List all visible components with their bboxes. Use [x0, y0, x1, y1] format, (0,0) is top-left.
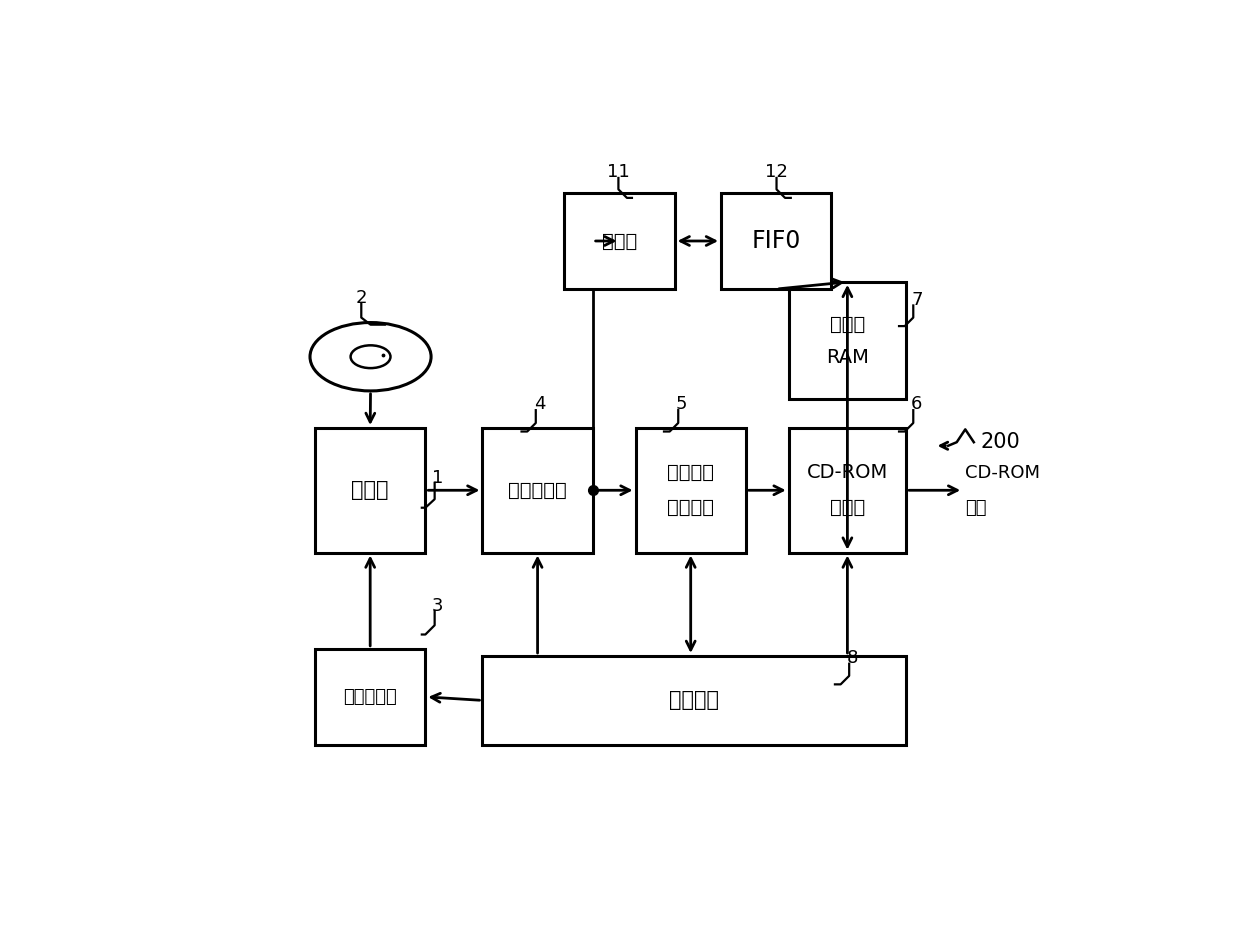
Text: 12: 12: [765, 163, 787, 180]
Text: 6: 6: [911, 396, 923, 413]
Text: 数字信号: 数字信号: [667, 463, 714, 482]
Text: 8: 8: [847, 649, 858, 667]
Text: 11: 11: [608, 163, 630, 180]
Bar: [789, 282, 906, 400]
Text: FIF0: FIF0: [751, 229, 801, 253]
Bar: [635, 428, 746, 552]
Text: 2: 2: [356, 289, 367, 306]
Bar: [564, 193, 675, 289]
Text: 控制微机: 控制微机: [670, 690, 719, 710]
Text: 缓冲器: 缓冲器: [830, 314, 866, 334]
Text: 数据: 数据: [965, 499, 987, 517]
Text: 拾波控制部: 拾波控制部: [343, 688, 397, 706]
Text: 200: 200: [981, 432, 1021, 452]
Text: 计数器: 计数器: [601, 231, 637, 251]
Bar: [789, 428, 906, 552]
Bar: [720, 193, 831, 289]
Text: RAM: RAM: [826, 348, 869, 366]
Ellipse shape: [351, 345, 391, 368]
Bar: [315, 648, 425, 745]
Text: 1: 1: [432, 469, 443, 487]
Text: 5: 5: [676, 396, 687, 413]
Text: 7: 7: [911, 290, 923, 309]
Text: 译码器: 译码器: [830, 499, 866, 517]
Text: 二进制电路: 二进制电路: [508, 481, 567, 500]
Text: 4: 4: [533, 396, 546, 413]
Bar: [482, 428, 593, 552]
Bar: [482, 656, 906, 745]
Ellipse shape: [310, 323, 432, 391]
Text: 处理电路: 处理电路: [667, 499, 714, 517]
Text: CD-ROM: CD-ROM: [807, 463, 888, 482]
Text: CD-ROM: CD-ROM: [965, 463, 1040, 482]
Text: 拾波部: 拾波部: [351, 480, 389, 500]
Text: 3: 3: [432, 597, 443, 615]
Bar: [315, 428, 425, 552]
